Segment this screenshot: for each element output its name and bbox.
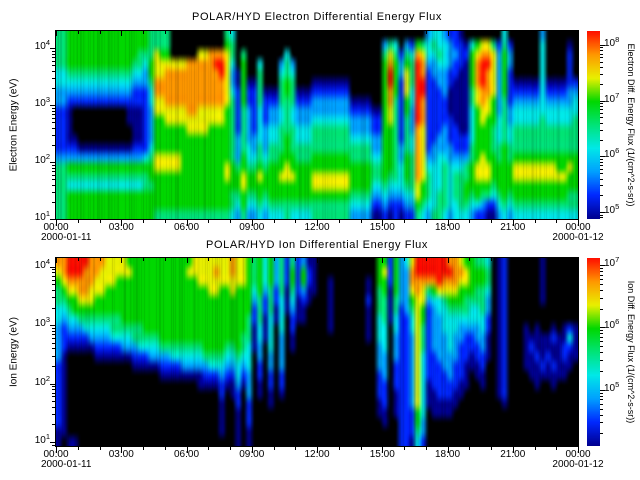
power-of-ten-exponent: 8 xyxy=(615,34,620,44)
x-tick-label: 15:00 xyxy=(369,222,395,233)
power-of-ten-base: 10 xyxy=(34,376,46,388)
x-tick-label: 09:00 xyxy=(239,222,265,233)
colorbar-tick-label: 106 xyxy=(604,317,620,332)
x-tick-label: 06:00 xyxy=(173,222,200,233)
x-tick-label: 06:00 xyxy=(173,449,200,460)
y-tick-label: 103 xyxy=(16,95,50,110)
electron-spectrogram-heatmap xyxy=(56,31,578,219)
power-of-ten-base: 10 xyxy=(604,205,616,217)
power-of-ten-exponent: 7 xyxy=(615,90,620,100)
ion-panel-title: POLAR/HYD Ion Differential Energy Flux xyxy=(206,239,428,251)
power-of-ten-base: 10 xyxy=(604,93,616,105)
power-of-ten-base: 10 xyxy=(34,259,46,271)
power-of-ten-exponent: 6 xyxy=(615,317,620,327)
y-tick-label: 104 xyxy=(16,38,50,53)
power-of-ten-base: 10 xyxy=(604,257,616,269)
electron-panel-title: POLAR/HYD Electron Differential Energy F… xyxy=(192,11,442,23)
x-tick-label: 00:00 xyxy=(565,449,591,460)
colorbar-tick-label: 106 xyxy=(604,146,620,161)
power-of-ten-exponent: 5 xyxy=(615,202,620,212)
ion-colorbar-label: Ion Diff. Energy Flux (1/(cm^2-s-sr)) xyxy=(626,280,636,424)
date-label-right: 2000-01-12 xyxy=(552,232,604,243)
x-tick-label: 00:00 xyxy=(43,449,69,460)
x-tick-label: 00:00 xyxy=(43,222,69,233)
power-of-ten-base: 10 xyxy=(604,382,616,394)
power-of-ten-exponent: 6 xyxy=(615,146,620,156)
x-tick-label: 12:00 xyxy=(304,449,330,460)
y-tick-label: 102 xyxy=(16,152,50,167)
power-of-ten-base: 10 xyxy=(34,98,46,110)
power-of-ten-exponent: 4 xyxy=(45,256,50,266)
y-tick-label: 103 xyxy=(16,315,50,330)
colorbar-tick-label: 105 xyxy=(604,379,620,394)
power-of-ten-base: 10 xyxy=(34,155,46,167)
x-tick-label: 15:00 xyxy=(369,449,395,460)
y-tick-label: 104 xyxy=(16,256,50,271)
date-label-left: 2000-01-11 xyxy=(41,459,92,470)
ion-spectrogram-heatmap xyxy=(56,258,578,446)
y-tick-label: 101 xyxy=(16,431,50,446)
ion-colorbar xyxy=(587,258,600,446)
date-label-right: 2000-01-12 xyxy=(552,459,604,470)
power-of-ten-base: 10 xyxy=(34,41,46,53)
power-of-ten-exponent: 1 xyxy=(45,431,50,441)
x-tick-label: 03:00 xyxy=(108,449,134,460)
power-of-ten-exponent: 3 xyxy=(45,95,50,105)
power-of-ten-base: 10 xyxy=(604,37,616,49)
power-of-ten-exponent: 2 xyxy=(45,373,50,383)
x-tick-label: 18:00 xyxy=(434,222,461,233)
power-of-ten-exponent: 1 xyxy=(45,209,50,218)
power-of-ten-base: 10 xyxy=(34,434,46,446)
power-of-ten-base: 10 xyxy=(34,212,46,223)
colorbar-tick-label: 107 xyxy=(604,90,620,105)
colorbar-tick-label: 108 xyxy=(604,34,620,49)
y-tick-label: 101 xyxy=(16,209,50,223)
x-tick-label: 21:00 xyxy=(500,449,526,460)
x-tick-label: 18:00 xyxy=(434,449,461,460)
power-of-ten-base: 10 xyxy=(604,320,616,332)
x-tick-label: 03:00 xyxy=(108,222,134,233)
power-of-ten-base: 10 xyxy=(604,149,616,161)
x-tick-label: 21:00 xyxy=(500,222,526,233)
power-of-ten-base: 10 xyxy=(34,318,46,330)
colorbar-tick-label: 107 xyxy=(604,254,620,269)
date-label-left: 2000-01-11 xyxy=(41,232,92,243)
power-of-ten-exponent: 4 xyxy=(45,38,50,48)
power-of-ten-exponent: 5 xyxy=(615,379,620,389)
power-of-ten-exponent: 2 xyxy=(45,152,50,162)
y-tick-label: 102 xyxy=(16,373,50,388)
x-tick-label: 00:00 xyxy=(565,222,591,233)
power-of-ten-exponent: 3 xyxy=(45,315,50,325)
x-tick-label: 12:00 xyxy=(304,222,330,233)
x-tick-label: 09:00 xyxy=(239,449,265,460)
electron-colorbar xyxy=(587,31,600,219)
colorbar-tick-label: 105 xyxy=(604,202,620,217)
electron-colorbar-label: Electron Diff. Energy Flux (1/(cm^2-s-sr… xyxy=(626,43,636,207)
power-of-ten-exponent: 7 xyxy=(615,254,620,264)
